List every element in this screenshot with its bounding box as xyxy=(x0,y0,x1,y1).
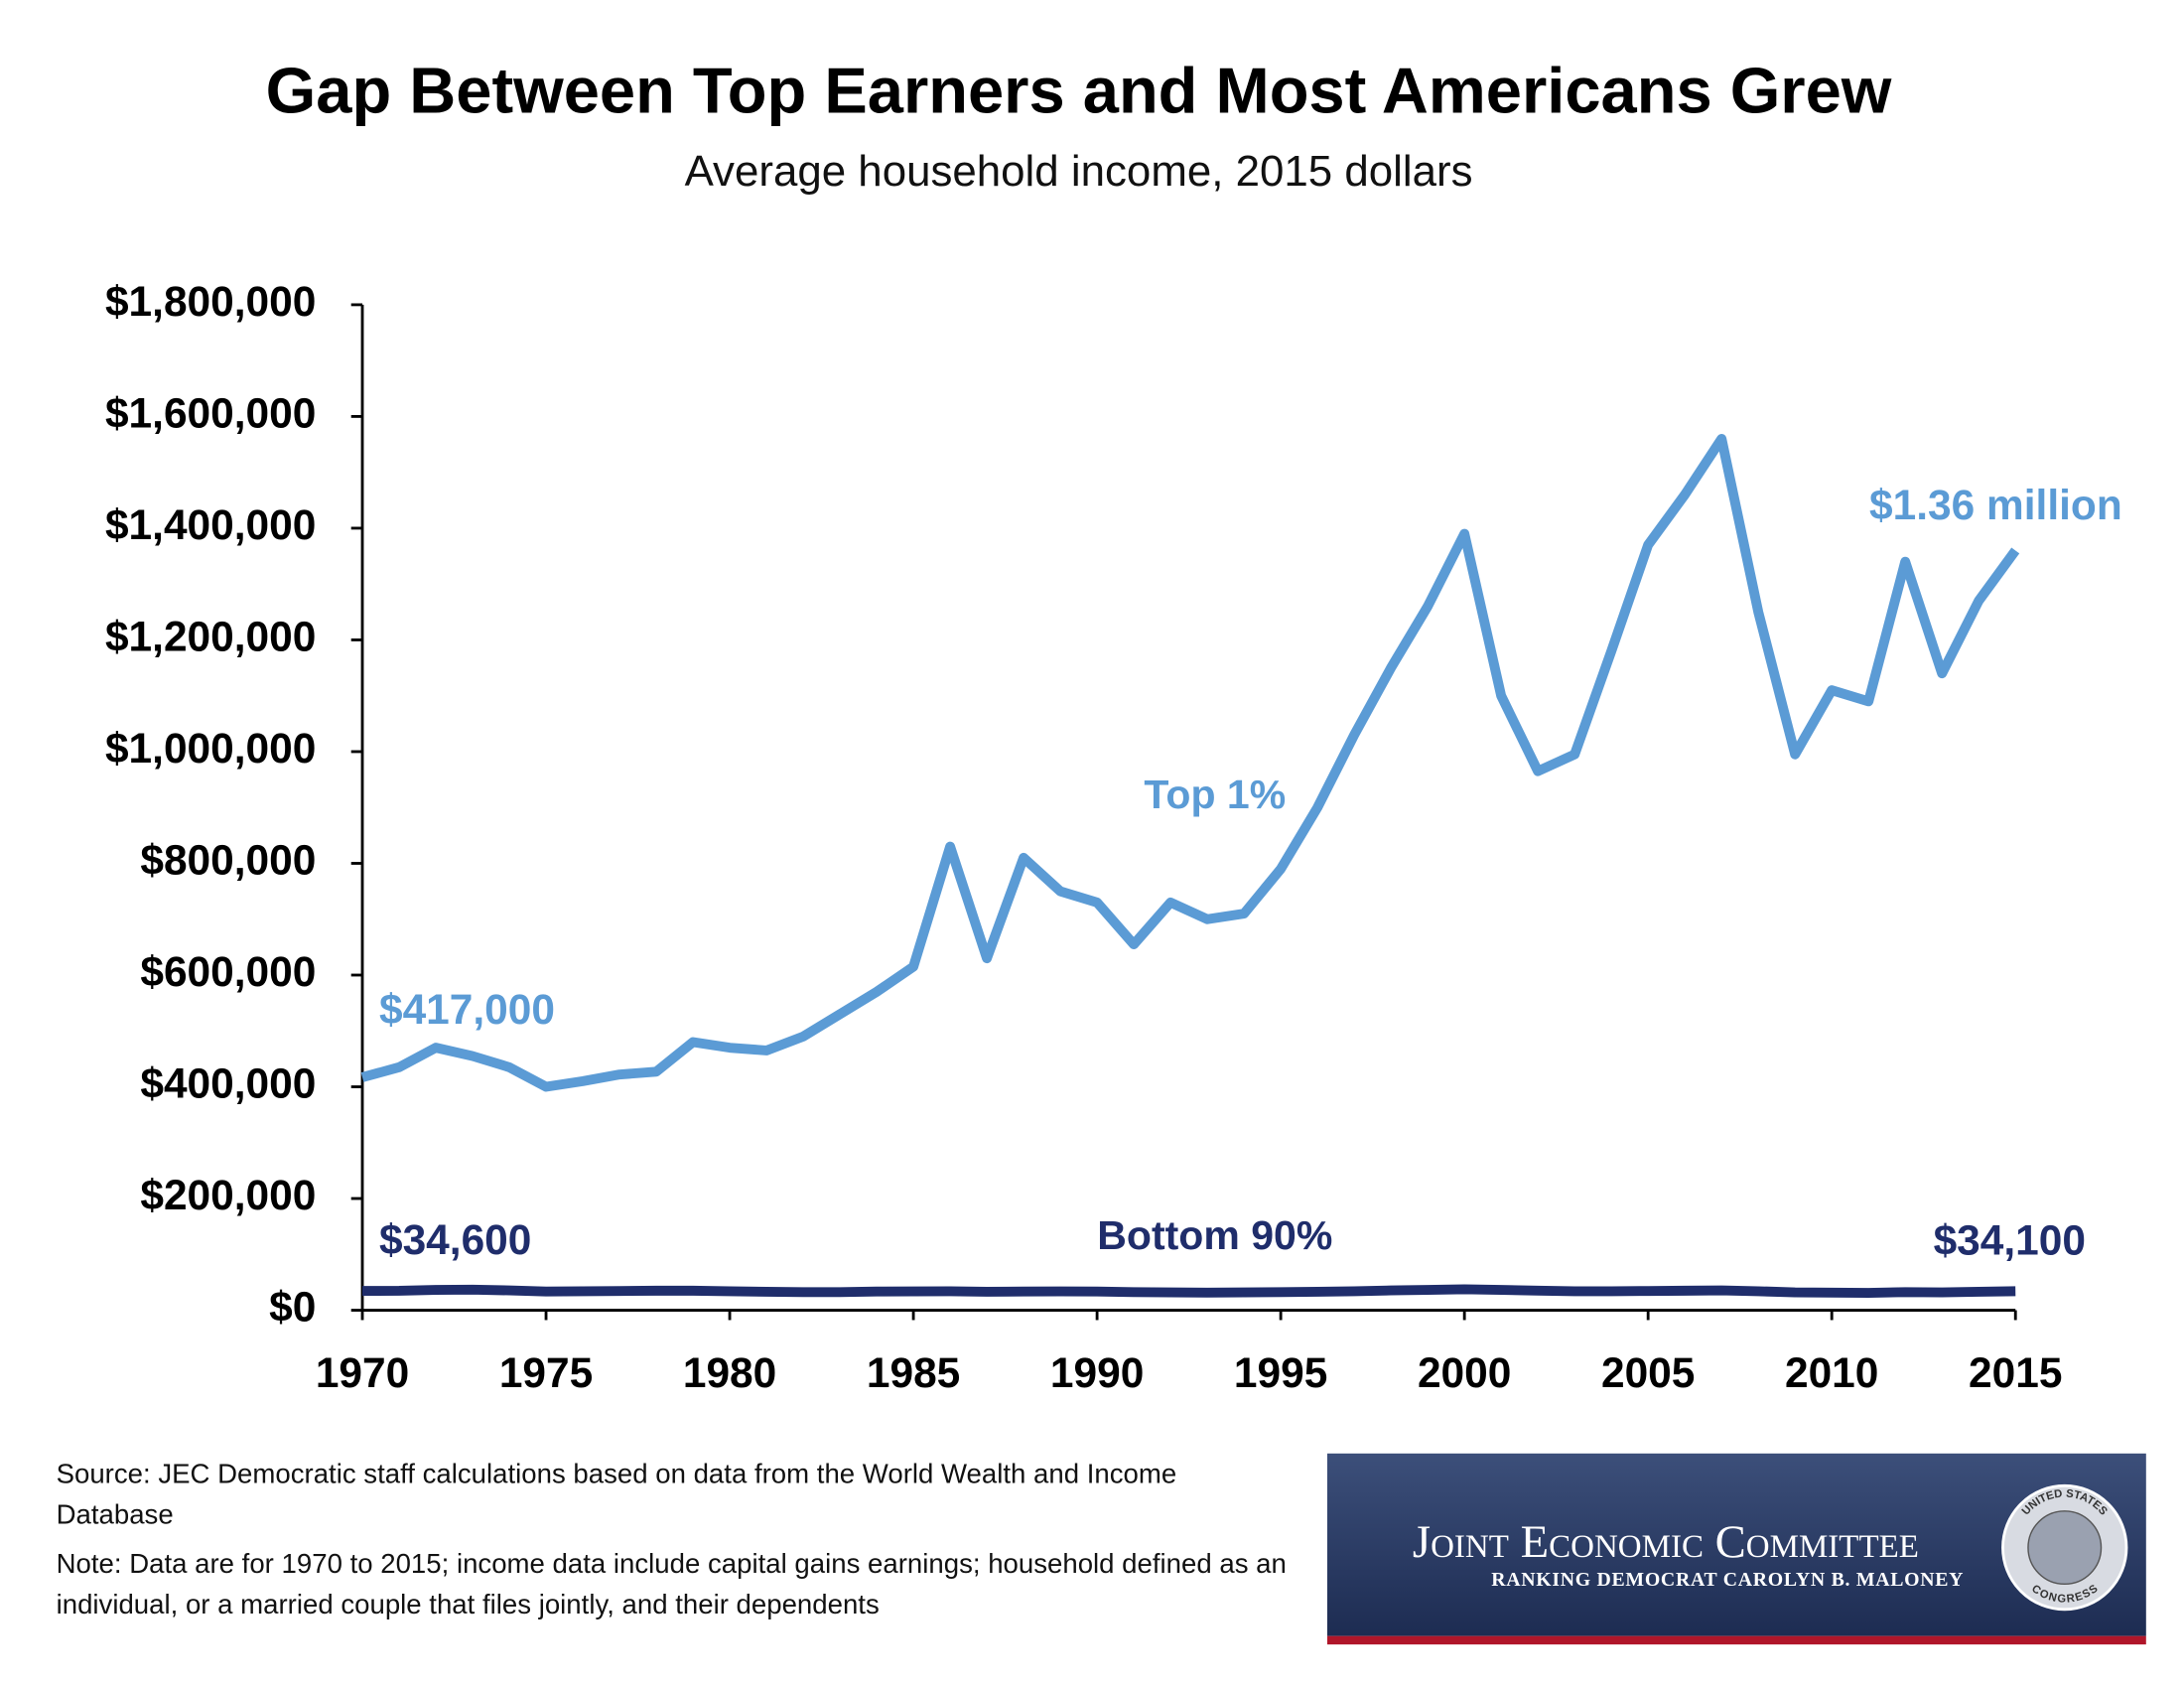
x-tick-label: 2015 xyxy=(1969,1349,2062,1396)
footnote-block: Source: JEC Democratic staff calculation… xyxy=(57,1455,1293,1626)
y-tick-label: $1,800,000 xyxy=(105,278,316,325)
logo-title: Joint Economic Committee xyxy=(1413,1516,1919,1568)
series-line xyxy=(362,1284,2016,1299)
x-tick-label: 2005 xyxy=(1601,1349,1695,1396)
x-tick-label: 1985 xyxy=(867,1349,960,1396)
logo: Joint Economic Committee Ranking Democra… xyxy=(1326,1453,2146,1645)
x-tick-label: 1995 xyxy=(1234,1349,1327,1396)
data-label: $34,600 xyxy=(379,1216,531,1263)
x-tick-label: 1990 xyxy=(1050,1349,1144,1396)
y-tick-label: $1,200,000 xyxy=(105,614,316,660)
x-tick-label: 1980 xyxy=(683,1349,776,1396)
data-label: $34,100 xyxy=(1934,1216,2086,1263)
y-tick-label: $400,000 xyxy=(140,1060,316,1107)
data-label: $417,000 xyxy=(379,986,555,1033)
chart-subtitle: Average household income, 2015 dollars xyxy=(685,147,1473,196)
y-tick-label: $1,400,000 xyxy=(105,501,316,548)
seal-center xyxy=(2027,1510,2103,1586)
y-tick-label: $1,600,000 xyxy=(105,390,316,437)
footnotes: Source: JEC Democratic staff calculation… xyxy=(57,1455,1293,1626)
series-line xyxy=(360,433,2020,1092)
data-note: Note: Data are for 1970 to 2015; income … xyxy=(56,1548,1287,1621)
series-label: Top 1% xyxy=(1144,772,1286,817)
y-tick-label: $800,000 xyxy=(140,837,316,884)
y-tick-label: $1,000,000 xyxy=(105,725,316,772)
y-tick-label: $200,000 xyxy=(140,1172,316,1218)
y-tick-label: $600,000 xyxy=(140,948,316,995)
series-label: Bottom 90% xyxy=(1097,1212,1332,1258)
source-note: Source: JEC Democratic staff calculation… xyxy=(56,1459,1177,1531)
x-tick-label: 2000 xyxy=(1418,1349,1511,1396)
x-tick-label: 1975 xyxy=(499,1349,593,1396)
chart-title: Gap Between Top Earners and Most America… xyxy=(266,54,1892,126)
data-label: $1.36 million xyxy=(1869,482,2122,528)
plot-area: $0 $200,000 $400,000 $600,000 $800,000 $1,000… xyxy=(105,278,2122,1396)
x-tick-label: 2010 xyxy=(1785,1349,1878,1396)
logo-stripe xyxy=(1326,1635,2146,1645)
y-tick-label: $0 xyxy=(269,1284,316,1331)
logo-subtitle: Ranking Democrat Carolyn B. Maloney xyxy=(1491,1569,1964,1591)
x-tick-label: 1970 xyxy=(316,1349,409,1396)
